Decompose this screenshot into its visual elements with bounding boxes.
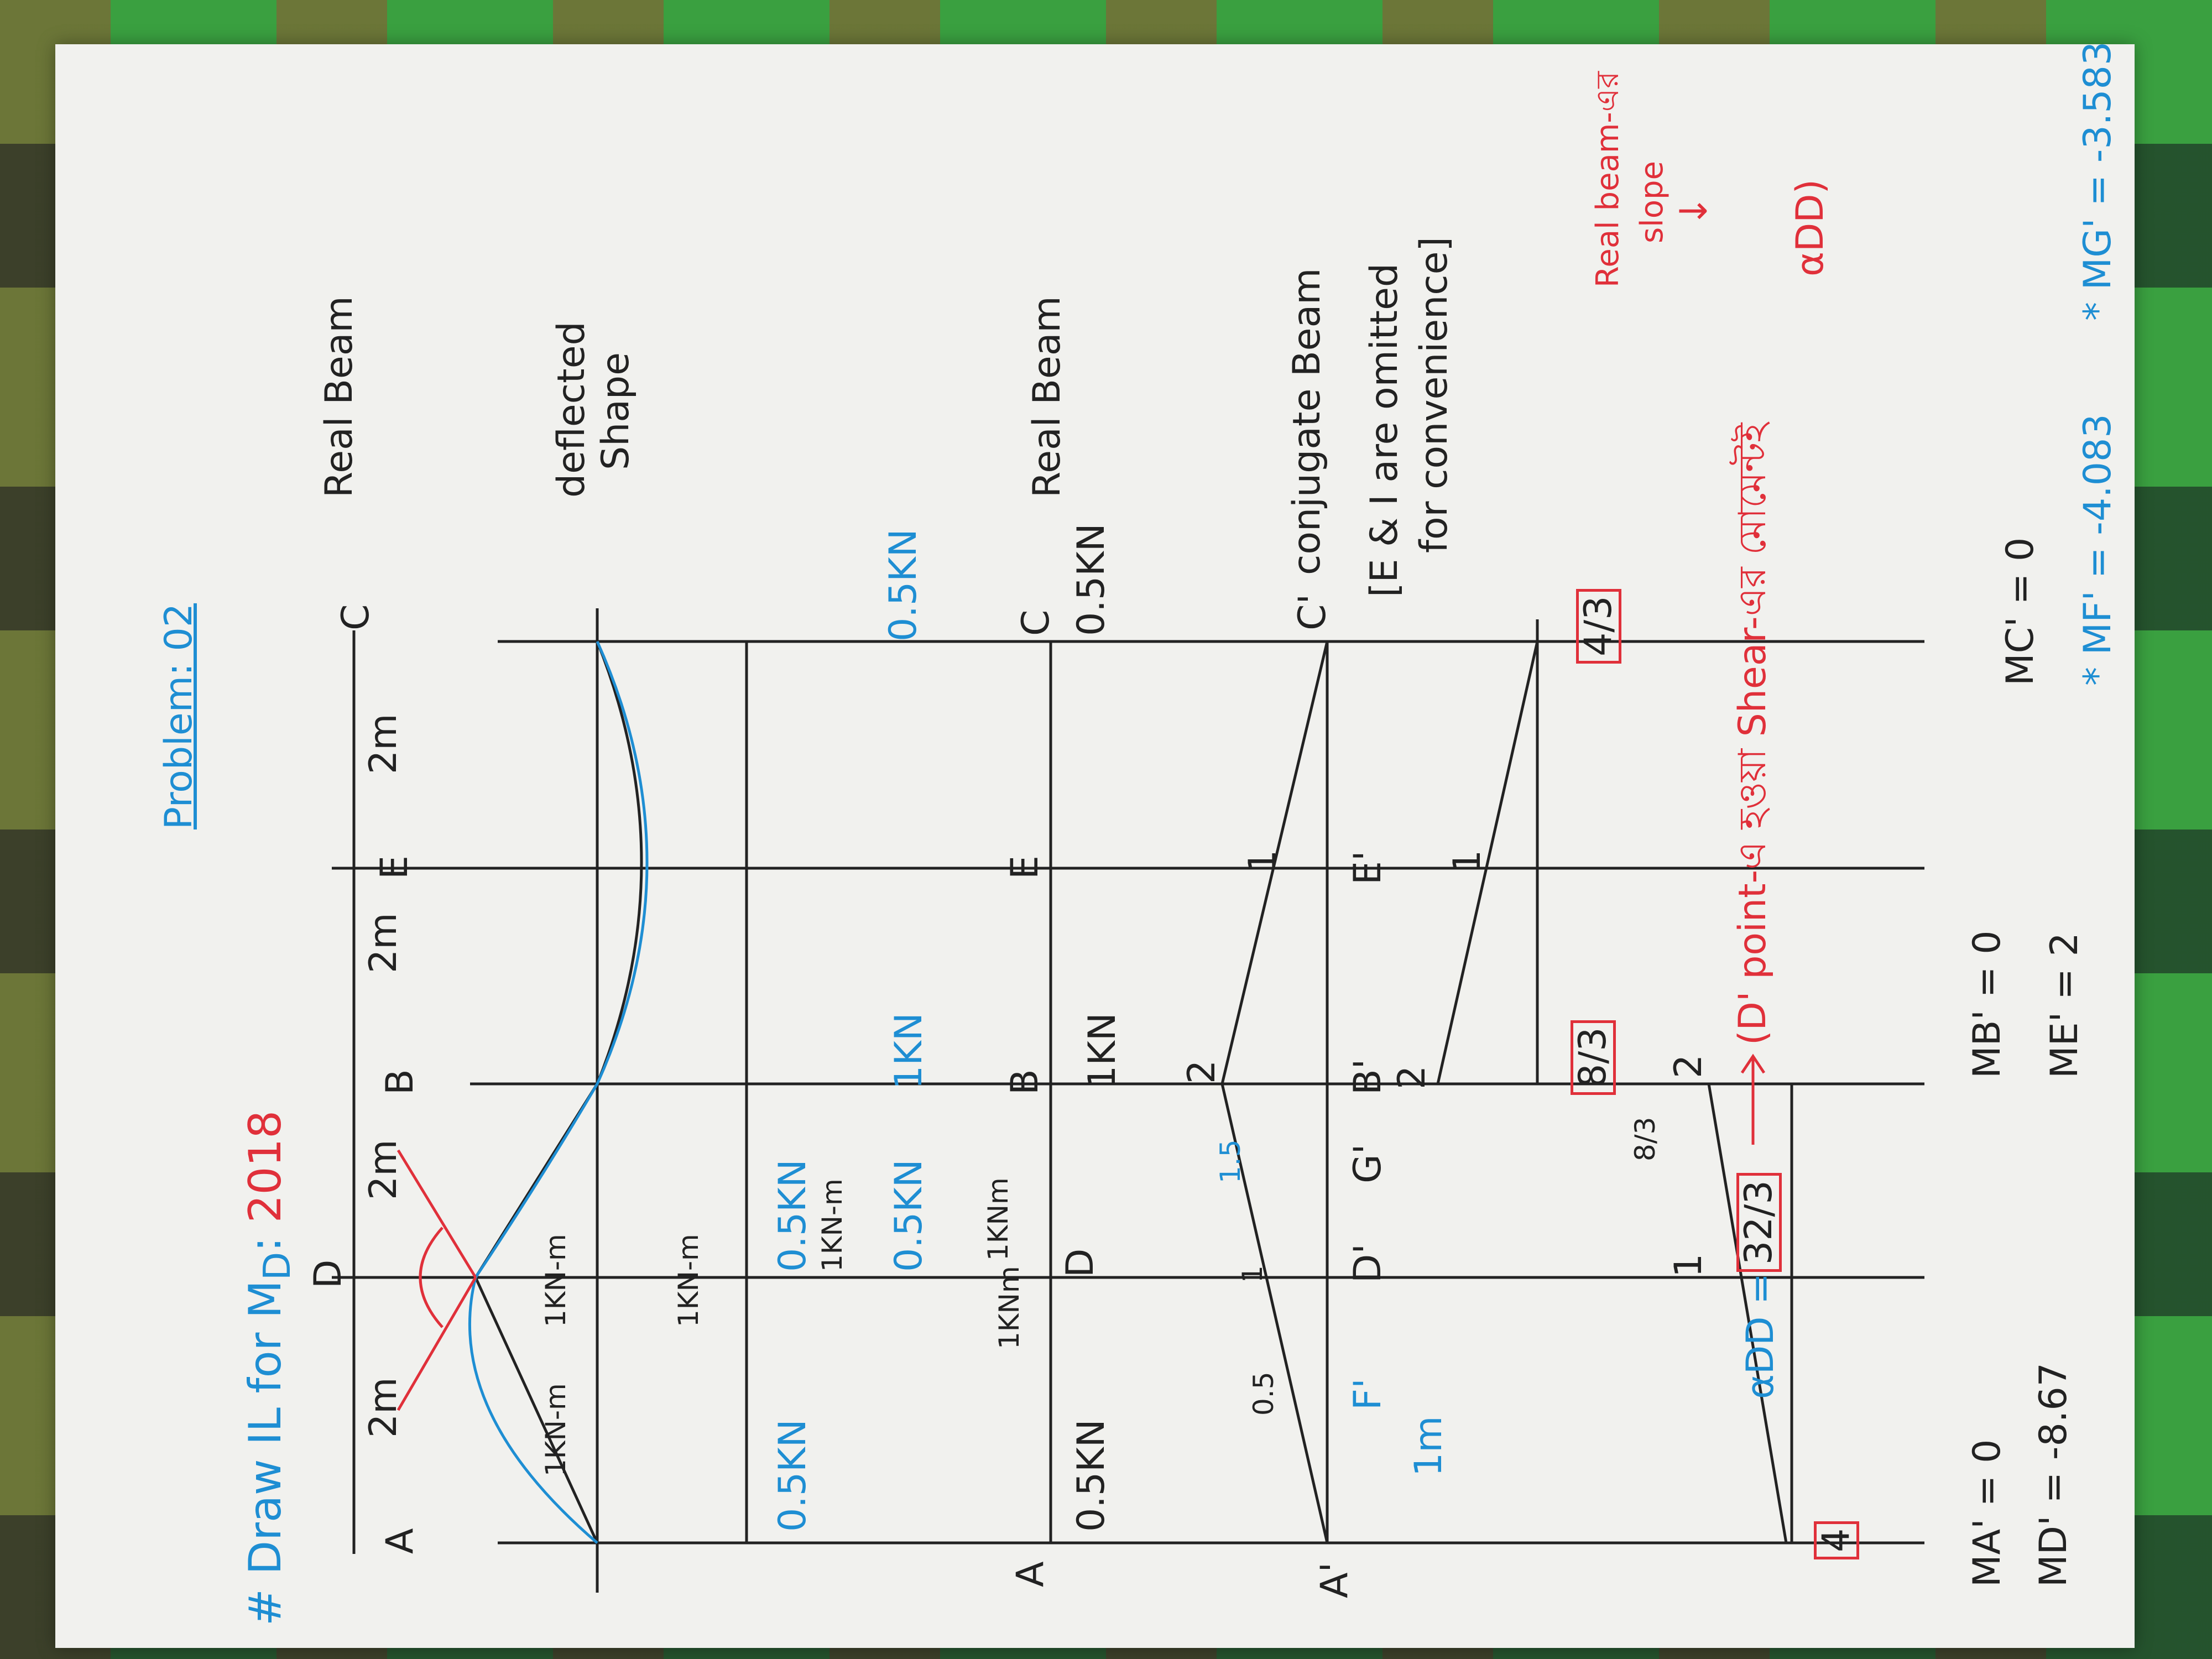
result-mf: * MF' = -4.083	[2076, 414, 2120, 686]
point-b: B	[1003, 1069, 1047, 1095]
ordinate-label: 2	[1390, 1065, 1434, 1089]
side-note: slope	[1634, 161, 1670, 243]
point-a: A	[1009, 1561, 1052, 1587]
ordinate-label: 2	[1667, 1054, 1710, 1078]
point-a-prime: A'	[1313, 1562, 1357, 1598]
ordinate-label: 8/3	[1629, 1117, 1661, 1161]
force-label: 1KN	[1081, 1013, 1124, 1089]
side-note: Real beam-এর	[1590, 71, 1626, 288]
arrow-head	[1740, 1053, 1766, 1074]
ordinate-label: 1	[1241, 849, 1285, 874]
deflected-curve-black	[474, 641, 643, 1544]
point-d: D	[1058, 1248, 1102, 1277]
note-text: [E & I are omitted	[1363, 263, 1406, 597]
reaction-label: 0.5KN	[771, 1419, 815, 1532]
ordinate-label: 2	[1180, 1060, 1224, 1084]
real-beam-label: Real Beam	[1025, 296, 1069, 498]
moment-label: 1KN-m	[540, 1234, 572, 1327]
ordinate-label: 1	[1446, 849, 1489, 874]
page-title: # Draw IL for MD: 2018	[239, 1110, 299, 1626]
point-b: B	[378, 1069, 422, 1095]
result-mc: MC' = 0	[1999, 537, 2042, 686]
boxed-value: 4/3	[1576, 588, 1621, 664]
point-d-prime: D'	[1346, 1243, 1390, 1283]
point-c: C	[334, 604, 378, 630]
ordinate-label: 0.5	[1248, 1371, 1280, 1416]
point-a: A	[378, 1528, 422, 1554]
boxed-value: 4	[1814, 1521, 1859, 1559]
deflected-label: Shape	[594, 352, 638, 470]
boxed-value: 8/3	[1571, 1020, 1616, 1095]
point-c: C	[1014, 609, 1058, 636]
point-e: E	[1003, 855, 1047, 879]
problem-label: Problem: 02	[157, 603, 201, 830]
conj-load3-top	[1707, 1083, 1788, 1543]
ordinate-label: 1	[1237, 1265, 1269, 1283]
reaction-label: 0.5KN	[881, 529, 925, 641]
span-label: 1m	[1407, 1416, 1451, 1477]
result-ma: MA' = 0	[1965, 1439, 2009, 1587]
point-g-prime: G'	[1346, 1144, 1390, 1183]
result-md: MD' = -8.67	[2032, 1363, 2075, 1587]
moment-label: 1KNm	[993, 1266, 1025, 1349]
force-label: 0.5KN	[887, 1159, 931, 1272]
span-label: 2m	[362, 713, 405, 774]
point-e-prime: E'	[1346, 851, 1390, 885]
deflected-label: deflected	[550, 321, 593, 498]
result-mb: MB' = 0	[1965, 930, 2009, 1078]
point-f-prime: F'	[1346, 1378, 1390, 1410]
moment-label: 1KN-m	[540, 1383, 572, 1477]
ordinate-label: 1	[1667, 1253, 1710, 1277]
reaction-label: 0.5KN	[1070, 523, 1113, 636]
point-e: E	[373, 855, 416, 879]
alpha-dd-label: αDD =	[1739, 1272, 1782, 1399]
ordinate-label: 1.5	[1214, 1139, 1246, 1183]
explanation-text: (D' point-এ হওয়া Shear-এর মোমেন্টই	[1731, 422, 1775, 1045]
span-label: 2m	[362, 912, 405, 973]
result-mg: * MG' = -3.583	[2076, 41, 2120, 321]
point-d: D	[306, 1259, 350, 1288]
conj-load2-top	[1436, 641, 1539, 1084]
span-label: 2m	[362, 1139, 405, 1200]
moment-label: 1KN-m	[816, 1178, 848, 1272]
force-label: 0.5KN	[771, 1159, 815, 1272]
down-arrow-icon: ↓	[1672, 195, 1716, 227]
result-me: ME' = 2	[2043, 932, 2086, 1078]
real-beam-label: Real Beam	[317, 296, 361, 498]
point-c-prime: C'	[1291, 593, 1334, 630]
reaction-label: 0.5KN	[1070, 1419, 1113, 1532]
force-label: 1KN	[887, 1013, 931, 1089]
explanation-alpha: αDD)	[1788, 179, 1832, 276]
conjugate-beam-label: conjugate Beam	[1285, 268, 1329, 575]
point-b-prime: B'	[1346, 1058, 1390, 1095]
moment-label: 1KNm	[982, 1177, 1014, 1261]
deflected-curve-blue	[468, 640, 649, 1544]
moment-label: 1KN-m	[672, 1234, 705, 1327]
span-label: 2m	[362, 1377, 405, 1438]
boxed-value: 32/3	[1736, 1173, 1782, 1272]
note-text: for convenience]	[1412, 237, 1456, 553]
